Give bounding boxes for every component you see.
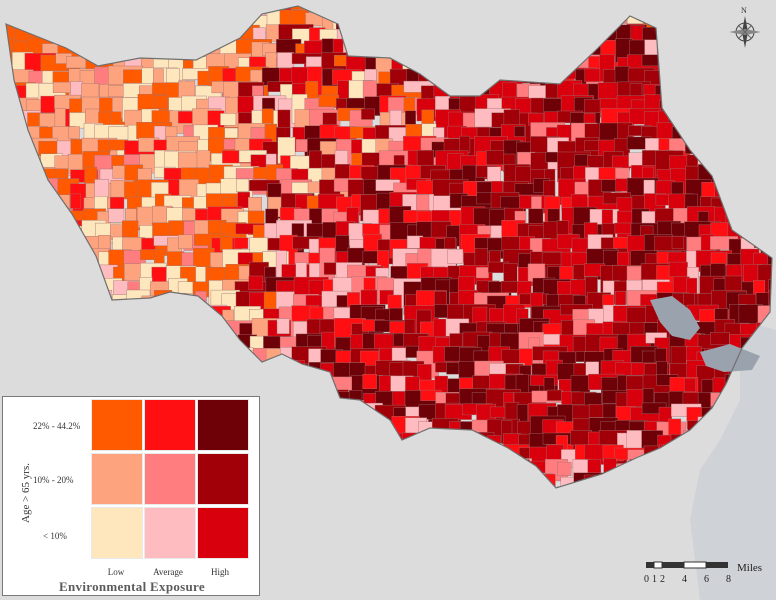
census-tract bbox=[447, 249, 464, 265]
census-tract bbox=[318, 94, 339, 108]
census-tract bbox=[459, 135, 471, 154]
census-tract bbox=[319, 29, 339, 40]
census-tract bbox=[220, 236, 233, 251]
legend-swatch bbox=[91, 507, 143, 559]
census-tract bbox=[514, 126, 525, 137]
census-tract bbox=[418, 404, 438, 420]
census-tract bbox=[70, 193, 81, 209]
legend-swatch bbox=[144, 453, 196, 505]
census-tract bbox=[671, 236, 684, 249]
north-arrow: N bbox=[728, 6, 762, 52]
census-tract bbox=[642, 388, 655, 404]
legend-swatch bbox=[91, 399, 143, 451]
legend-col-label-low: Low bbox=[107, 567, 125, 577]
census-tract bbox=[154, 95, 168, 109]
census-tract bbox=[108, 208, 125, 223]
census-tract bbox=[434, 304, 450, 318]
legend-swatch bbox=[197, 453, 249, 505]
compass-north-label: N bbox=[741, 6, 747, 15]
census-tract bbox=[557, 461, 572, 476]
census-tract bbox=[265, 24, 280, 42]
bivariate-legend: Age > 65 yrs. 22% - 44.2% 10% - 20% < 10… bbox=[2, 396, 260, 596]
census-tract bbox=[361, 108, 375, 120]
legend-color-matrix bbox=[91, 399, 251, 561]
census-tract bbox=[543, 333, 561, 345]
legend-swatch bbox=[144, 507, 196, 559]
census-tract bbox=[668, 261, 688, 278]
census-tract bbox=[346, 97, 365, 110]
census-tract bbox=[124, 208, 137, 222]
census-tract bbox=[603, 249, 619, 267]
census-tract bbox=[323, 262, 337, 275]
census-tract bbox=[220, 113, 237, 126]
legend-swatch bbox=[197, 399, 249, 451]
census-tract bbox=[515, 166, 531, 184]
legend-row-label-low: < 10% bbox=[43, 531, 67, 541]
census-tract bbox=[710, 263, 726, 277]
census-tract bbox=[626, 389, 645, 407]
census-tract bbox=[583, 113, 596, 125]
water-body-bay bbox=[700, 344, 760, 372]
census-tract bbox=[389, 109, 402, 127]
scale-tick: 8 bbox=[726, 574, 731, 585]
legend-col-label-high: High bbox=[211, 567, 229, 577]
census-tract bbox=[237, 191, 250, 209]
legend-swatch bbox=[144, 399, 196, 451]
census-tract bbox=[391, 347, 408, 361]
census-tract bbox=[614, 222, 632, 234]
bay-region bbox=[640, 300, 776, 600]
census-tract bbox=[177, 234, 193, 249]
census-tract bbox=[489, 250, 501, 264]
legend-row-label-high: 22% - 44.2% bbox=[33, 421, 81, 431]
county-boundary bbox=[5, 5, 773, 489]
census-tract bbox=[295, 262, 307, 278]
scale-tick: 4 bbox=[682, 574, 687, 585]
census-tract bbox=[684, 378, 696, 392]
scale-bar-unit: Miles bbox=[737, 562, 763, 574]
scale-bar-graphic bbox=[646, 561, 728, 569]
legend-title: Environmental Exposure bbox=[59, 579, 205, 594]
census-tract bbox=[248, 275, 264, 290]
census-tract bbox=[697, 211, 709, 224]
scale-tick: 6 bbox=[704, 574, 709, 585]
scale-tick: 1 bbox=[652, 574, 657, 585]
scale-tick: 2 bbox=[660, 574, 665, 585]
scale-tick: 0 bbox=[644, 574, 649, 585]
census-tract bbox=[362, 80, 377, 99]
census-tract bbox=[141, 237, 156, 251]
water-body-lake bbox=[650, 296, 700, 340]
census-tract bbox=[249, 237, 268, 254]
scale-bar: Miles 0 1 2 4 6 8 bbox=[642, 556, 762, 590]
legend-col-label-average: Average bbox=[153, 567, 183, 577]
census-tract bbox=[233, 237, 249, 249]
census-tract bbox=[584, 68, 601, 82]
census-tract bbox=[710, 332, 730, 345]
census-tract bbox=[546, 389, 562, 401]
compass-rose-icon bbox=[729, 16, 761, 48]
legend-swatch bbox=[197, 507, 249, 559]
census-tract bbox=[387, 294, 402, 311]
legend-row-label-mid: 10% - 20% bbox=[33, 475, 74, 485]
census-tract bbox=[85, 108, 100, 125]
legend-y-axis-title: Age > 65 yrs. bbox=[20, 463, 32, 523]
census-tract bbox=[294, 109, 312, 129]
census-tract bbox=[671, 181, 684, 196]
census-tract bbox=[122, 237, 145, 252]
census-tract bbox=[476, 267, 489, 279]
census-tract bbox=[276, 318, 290, 335]
census-tract bbox=[236, 178, 249, 192]
census-tract bbox=[109, 196, 125, 209]
census-tract bbox=[68, 126, 80, 139]
census-tract bbox=[486, 150, 505, 166]
legend-swatch bbox=[91, 453, 143, 505]
census-tract bbox=[97, 139, 111, 153]
census-tract bbox=[362, 374, 377, 390]
